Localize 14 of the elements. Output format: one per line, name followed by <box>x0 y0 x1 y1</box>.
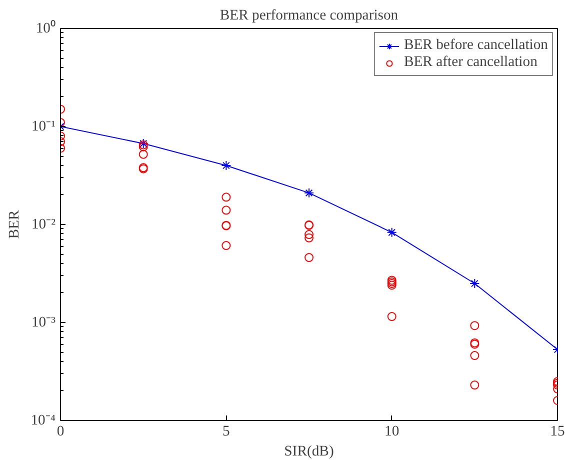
x-tick-label: 0 <box>56 424 64 440</box>
y-tick-label: 10⁻⁴ <box>30 412 56 428</box>
y-tick-label: 10⁻³ <box>31 314 56 330</box>
x-tick-label: 15 <box>550 424 565 440</box>
x-axis-title: SIR(dB) <box>284 444 334 460</box>
legend-label: BER before cancellation <box>404 37 548 54</box>
y-axis-title: BER <box>6 210 23 239</box>
y-tick-label: 10⁰ <box>36 20 56 36</box>
legend-label: BER after cancellation <box>404 54 538 71</box>
y-tick-label: 10⁻² <box>31 216 56 232</box>
x-tick-label: 5 <box>222 424 230 440</box>
x-tick-label: 10 <box>384 424 400 440</box>
chart-title: BER performance comparison <box>220 8 399 24</box>
y-tick-label: 10⁻¹ <box>31 118 56 134</box>
